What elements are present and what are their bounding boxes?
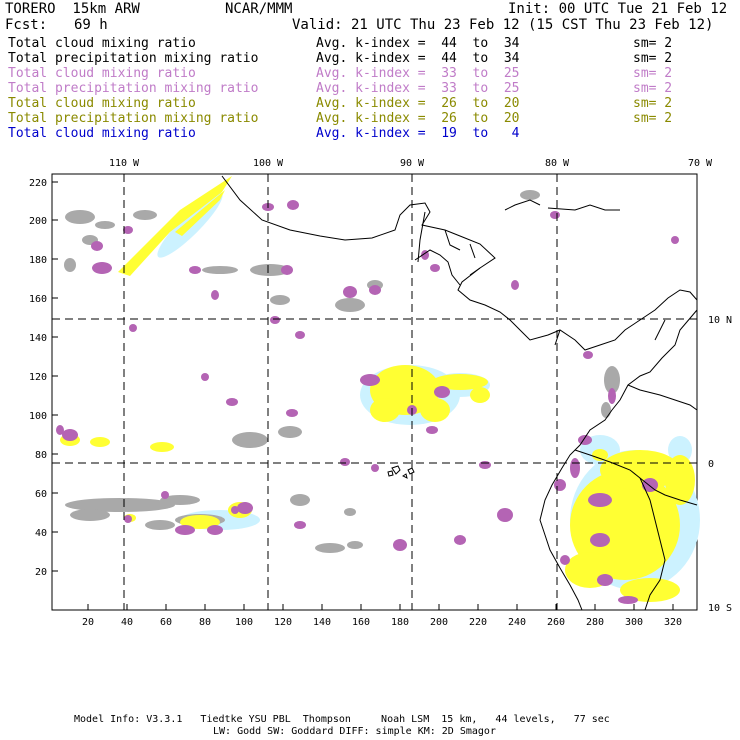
legend-row: Total cloud mixing ratio Avg. k-index = … xyxy=(0,66,740,81)
x-tick-label: 120 xyxy=(274,617,292,628)
x-tick-label: 280 xyxy=(586,617,604,628)
forecast-label: Fcst: xyxy=(5,17,48,33)
legend-smoothing: sm= 2 xyxy=(633,36,673,51)
x-tick-label: 60 xyxy=(160,617,172,628)
y-tick-label: 220 xyxy=(29,178,47,189)
legend-smoothing: sm= 2 xyxy=(633,51,673,66)
x-tick-label: 220 xyxy=(469,617,487,628)
legend-kindex: Avg. k-index = 19 to 4 xyxy=(316,126,520,141)
legend-field: Total precipitation mixing ratio xyxy=(8,51,259,66)
lon-label: 70 W xyxy=(688,158,713,169)
legend-row: Total cloud mixing ratio Avg. k-index = … xyxy=(0,36,740,51)
legend-row: Total cloud mixing ratio Avg. k-index = … xyxy=(0,126,740,141)
legend-row: Total cloud mixing ratio Avg. k-index = … xyxy=(0,96,740,111)
legend-row: Total precipitation mixing ratio Avg. k-… xyxy=(0,51,740,66)
forecast-hour: 69 h xyxy=(74,17,108,33)
y-tick-label: 60 xyxy=(35,489,47,500)
graticule xyxy=(52,174,697,610)
init-time: Init: 00 UTC Tue 21 Feb 12 xyxy=(508,1,728,17)
coastline xyxy=(221,175,698,611)
y-tick-label: 140 xyxy=(29,333,47,344)
legend-kindex: Avg. k-index = 44 to 34 xyxy=(316,36,520,51)
x-tick-label: 320 xyxy=(664,617,682,628)
legend-kindex: Avg. k-index = 44 to 34 xyxy=(316,51,520,66)
y-tick-label: 20 xyxy=(35,567,47,578)
organization-label: NCAR/MMM xyxy=(225,1,293,17)
x-tick-label: 80 xyxy=(199,617,211,628)
y-tick-label: 180 xyxy=(29,255,47,266)
legend-field: Total precipitation mixing ratio xyxy=(8,111,259,126)
legend-smoothing: sm= 2 xyxy=(633,81,673,96)
valid-time: Valid: 21 UTC Thu 23 Feb 12 (15 CST Thu … xyxy=(292,17,714,33)
legend-smoothing: sm= 2 xyxy=(633,111,673,126)
x-tick-label: 20 xyxy=(82,617,94,628)
x-tick-label: 180 xyxy=(391,617,409,628)
x-tick-label: 40 xyxy=(121,617,133,628)
legend-row: Total precipitation mixing ratio Avg. k-… xyxy=(0,81,740,96)
x-tick-label: 200 xyxy=(430,617,448,628)
physics-info: LW: Godd SW: Goddard DIFF: simple KM: 2D… xyxy=(213,726,496,737)
lat-label: 10 N xyxy=(708,315,732,326)
x-tick-label: 140 xyxy=(313,617,331,628)
cloud-field xyxy=(56,176,700,604)
legend-kindex: Avg. k-index = 33 to 25 xyxy=(316,66,520,81)
legend-field: Total cloud mixing ratio xyxy=(8,126,196,141)
y-tick-label: 40 xyxy=(35,528,47,539)
lon-label: 90 W xyxy=(400,158,425,169)
legend-kindex: Avg. k-index = 33 to 25 xyxy=(316,81,520,96)
x-tick-label: 240 xyxy=(508,617,526,628)
legend-field: Total cloud mixing ratio xyxy=(8,66,196,81)
y-tick-label: 80 xyxy=(35,450,47,461)
legend-field: Total cloud mixing ratio xyxy=(8,96,196,111)
legend-row: Total precipitation mixing ratio Avg. k-… xyxy=(0,111,740,126)
y-tick-label: 200 xyxy=(29,216,47,227)
model-info: Model Info: V3.3.1 Tiedtke YSU PBL Thomp… xyxy=(74,714,610,725)
x-tick-label: 100 xyxy=(235,617,253,628)
legend-smoothing: sm= 2 xyxy=(633,96,673,111)
model-title: TORERO 15km ARW xyxy=(5,1,140,17)
y-tick-label: 100 xyxy=(29,411,47,422)
lon-label: 110 W xyxy=(109,158,140,169)
lon-label: 100 W xyxy=(253,158,284,169)
lon-label: 80 W xyxy=(545,158,570,169)
y-tick-label: 160 xyxy=(29,294,47,305)
x-tick-label: 260 xyxy=(547,617,565,628)
axis-ticks xyxy=(52,181,674,610)
legend-kindex: Avg. k-index = 26 to 20 xyxy=(316,111,520,126)
legend-field: Total cloud mixing ratio xyxy=(8,36,196,51)
lat-label: 10 S xyxy=(708,603,732,614)
y-tick-label: 120 xyxy=(29,372,47,383)
lat-label: 0 xyxy=(708,459,714,470)
x-tick-label: 300 xyxy=(625,617,643,628)
x-tick-label: 160 xyxy=(352,617,370,628)
legend-field: Total precipitation mixing ratio xyxy=(8,81,259,96)
legend-smoothing: sm= 2 xyxy=(633,66,673,81)
legend-kindex: Avg. k-index = 26 to 20 xyxy=(316,96,520,111)
